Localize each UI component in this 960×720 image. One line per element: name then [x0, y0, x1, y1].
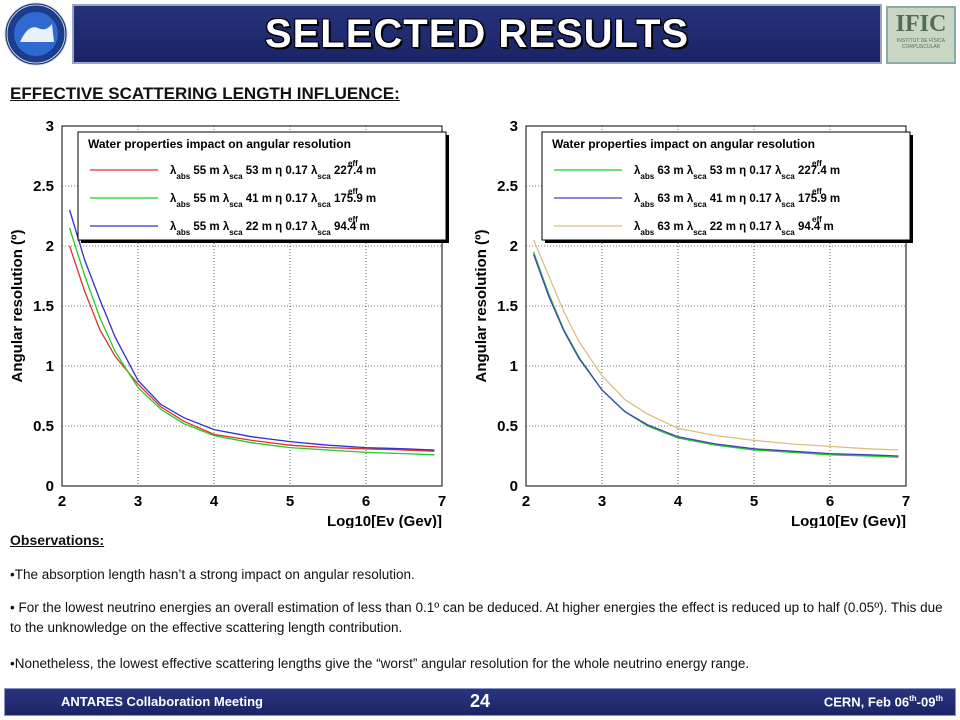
- ific-logo-subtext: INSTITUT DE FÍSICA CORPUSCULAR: [896, 38, 946, 50]
- x-tick-label: 5: [286, 493, 294, 510]
- series-line-2: [532, 254, 899, 457]
- y-tick-label: 0: [46, 478, 54, 495]
- ific-logo-text: IFIC: [895, 11, 947, 37]
- y-axis-label: Angular resolution (º): [473, 230, 490, 383]
- legend-entry-3: λabs 55 m λsca 22 m η 0.17 λsca 94.4 m: [170, 221, 370, 237]
- legend-entry-2: λabs 55 m λsca 41 m η 0.17 λsca 175.9 m: [170, 193, 376, 209]
- footer-page-number: 24: [470, 691, 491, 711]
- x-tick-label: 6: [826, 493, 834, 510]
- y-tick-label: 0.5: [33, 418, 54, 435]
- footer-sup-2: th: [935, 694, 943, 703]
- y-tick-label: 1: [510, 358, 518, 375]
- x-tick-label: 4: [210, 493, 219, 510]
- x-tick-label: 7: [438, 493, 446, 510]
- y-axis-label: Angular resolution (º): [9, 230, 26, 383]
- y-tick-label: 2.5: [33, 178, 54, 195]
- series-line-3: [68, 209, 435, 451]
- legend-eff-sup: eff: [812, 187, 822, 196]
- y-tick-label: 3: [510, 118, 518, 135]
- legend-eff-sup: eff: [348, 215, 358, 224]
- x-tick-label: 3: [598, 493, 606, 510]
- series-line-3: [533, 239, 899, 451]
- legend-eff-sup: eff: [348, 159, 358, 168]
- legend-entry-2: λabs 63 m λsca 41 m η 0.17 λsca 175.9 m: [634, 193, 840, 209]
- chart-left: 2 3 4 5 6 7 0 0.5 1 1.5 2 2.5 3 Angular resolution (º…: [9, 118, 449, 528]
- legend-box: [77, 131, 447, 241]
- slide-footer: ANTARES Collaboration Meeting 24 CERN, F…: [4, 688, 956, 716]
- footer-location: CERN, Feb 06th-09th: [824, 694, 943, 709]
- footer-meeting: ANTARES Collaboration Meeting: [61, 694, 263, 709]
- slide-title-bar: SELECTED RESULTS: [72, 4, 882, 64]
- x-tick-label: 2: [522, 493, 530, 510]
- y-tick-label: 2: [46, 238, 54, 255]
- slide-title: SELECTED RESULTS: [264, 11, 690, 56]
- series-line-1: [68, 245, 435, 452]
- y-tick-label: 1.5: [497, 298, 518, 315]
- observations-title: Observations:: [10, 532, 105, 548]
- series-line-2: [68, 227, 435, 456]
- x-tick-label: 3: [134, 493, 142, 510]
- antares-logo-icon: [4, 2, 68, 66]
- x-tick-label: 2: [58, 493, 66, 510]
- x-tick-label: 7: [902, 493, 910, 510]
- legend-title: Water properties impact on angular resol…: [552, 137, 815, 151]
- x-tick-label: 5: [750, 493, 758, 510]
- legend-eff-sup: eff: [812, 159, 822, 168]
- y-tick-label: 1.5: [33, 298, 54, 315]
- y-tick-label: 3: [46, 118, 54, 135]
- footer-location-mid: -09: [916, 694, 936, 710]
- y-tick-label: 0: [510, 478, 518, 495]
- y-tick-label: 2: [510, 238, 518, 255]
- legend-title: Water properties impact on angular resol…: [88, 137, 351, 151]
- x-axis-label: Log10[Eν (Gev)]: [327, 513, 442, 528]
- legend-box: [541, 131, 911, 241]
- footer-location-prefix: CERN, Feb 06: [823, 694, 910, 710]
- legend-eff-sup: eff: [812, 215, 822, 224]
- footer-sup-1: th: [909, 694, 917, 703]
- x-tick-label: 6: [362, 493, 370, 510]
- section-subtitle: EFFECTIVE SCATTERING LENGTH INFLUENCE:: [10, 84, 400, 103]
- y-tick-label: 1: [46, 358, 54, 375]
- y-tick-label: 0.5: [497, 418, 518, 435]
- ific-logo: IFIC INSTITUT DE FÍSICA CORPUSCULAR: [886, 6, 956, 64]
- legend-entry-1: λabs 63 m λsca 53 m η 0.17 λsca 227.4 m: [634, 165, 840, 181]
- legend-eff-sup: eff: [348, 187, 358, 196]
- y-tick-label: 2.5: [497, 178, 518, 195]
- x-tick-label: 4: [674, 493, 683, 510]
- observation-bullet-2: • For the lowest neutrino energies an ov…: [10, 600, 943, 635]
- x-axis-label: Log10[Eν (Gev)]: [791, 513, 906, 528]
- legend-entry-1: λabs 55 m λsca 53 m η 0.17 λsca 227.4 m: [170, 165, 376, 181]
- legend-entry-3: λabs 63 m λsca 22 m η 0.17 λsca 94.4 m: [634, 221, 834, 237]
- chart-right: 2 3 4 5 6 7 0 0.5 1 1.5 2 2.5 3 Angular resolution (º…: [473, 118, 913, 528]
- observation-bullet-3: •Nonetheless, the lowest effective scatt…: [10, 656, 750, 671]
- observation-bullet-1: •The absorption length hasn’t a strong i…: [10, 567, 415, 582]
